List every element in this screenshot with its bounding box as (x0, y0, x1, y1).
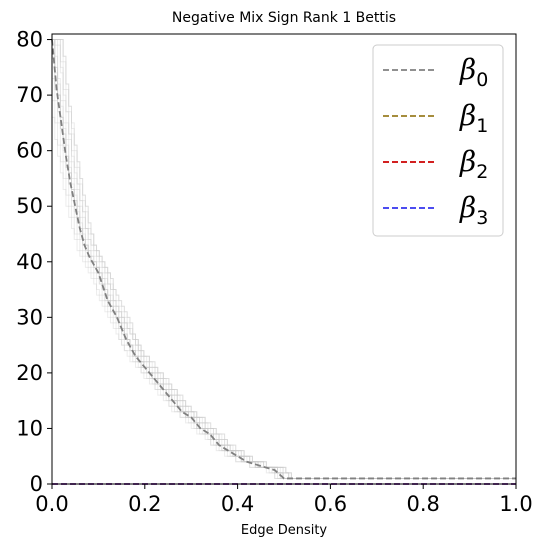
x-axis: 0.0 0.2 0.4 0.6 0.8 1.0 (35, 484, 533, 516)
legend-label: β0 (459, 53, 488, 91)
run-trace (52, 39, 516, 479)
x-axis-label: Edge Density (241, 523, 328, 538)
y-tick-label: 50 (16, 194, 43, 218)
y-tick-label: 80 (16, 28, 43, 52)
run-trace (52, 39, 516, 479)
legend-label: β1 (459, 99, 488, 137)
run-trace (52, 116, 516, 479)
y-tick-label: 70 (16, 83, 43, 107)
run-trace (52, 39, 516, 479)
run-trace (52, 100, 516, 479)
y-tick-label: 10 (16, 416, 43, 440)
run-trace (52, 39, 516, 479)
chart-title: Negative Mix Sign Rank 1 Bettis (172, 10, 396, 26)
y-tick-label: 60 (16, 139, 43, 163)
plot-frame (51, 33, 517, 485)
legend-box (372, 44, 504, 237)
x-tick-label: 0.2 (128, 492, 161, 516)
y-axis: 0 10 20 30 40 50 60 70 80 (16, 28, 52, 496)
run-trace (52, 39, 516, 479)
run-trace (52, 39, 516, 479)
legend: β0 β1 β2 β3 (372, 44, 504, 237)
x-tick-label: 1.0 (499, 492, 532, 516)
x-tick-label: 0.0 (35, 492, 68, 516)
run-trace (52, 39, 516, 479)
legend-label: β3 (459, 191, 488, 229)
x-tick-label: 0.6 (314, 492, 347, 516)
y-tick-label: 40 (16, 250, 43, 274)
legend-label: β2 (459, 145, 488, 183)
x-tick-label: 0.8 (406, 492, 439, 516)
y-tick-label: 0 (30, 472, 43, 496)
run-trace (52, 39, 516, 479)
y-tick-label: 20 (16, 361, 43, 385)
y-tick-label: 30 (16, 305, 43, 329)
x-tick-label: 0.4 (221, 492, 254, 516)
series-line-0 (51, 39, 516, 480)
